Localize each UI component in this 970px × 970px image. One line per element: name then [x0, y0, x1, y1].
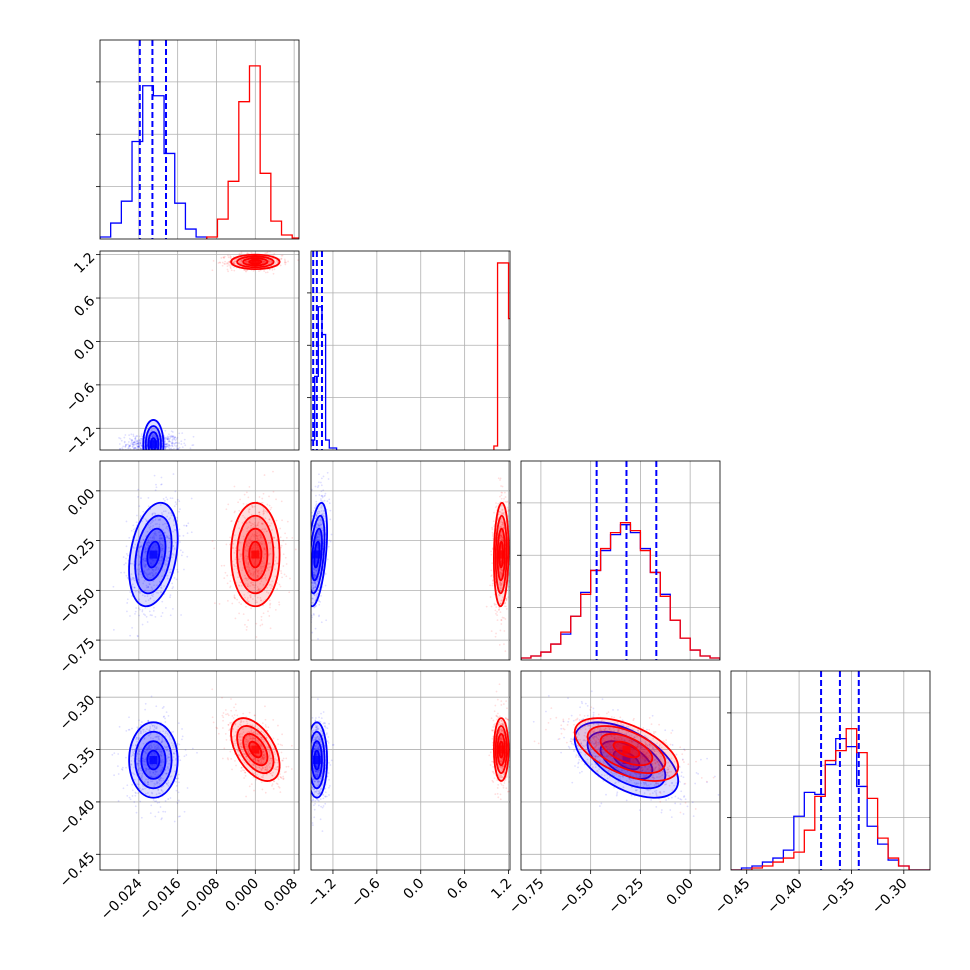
- x-tick-label: 0.6: [444, 875, 471, 902]
- panel-frame: [520, 460, 721, 661]
- x-tick-label: −0.30: [869, 876, 911, 918]
- density-peak-series-0: [622, 756, 631, 765]
- y-tick-label: 1.2: [71, 250, 98, 277]
- y-tick-label: −0.25: [57, 536, 99, 578]
- density-peak-series-0: [149, 440, 158, 449]
- panel-3-2: −0.75 −0.50 −0.25 0.00: [506, 670, 721, 918]
- density-peak-series-1: [497, 745, 506, 754]
- density-peak-series-1: [622, 745, 631, 754]
- density-peak-series-0: [312, 756, 321, 765]
- x-tick-label: −0.50: [556, 876, 598, 918]
- y-tick-label: −0.6: [63, 380, 98, 415]
- panel-frame: [99, 250, 300, 451]
- x-tick-label: −0.35: [817, 876, 859, 918]
- density-peak-series-1: [497, 550, 506, 559]
- panel-frame: [730, 670, 931, 871]
- y-tick-label: −0.40: [57, 797, 99, 839]
- panel-0-0: [96, 39, 300, 240]
- x-tick-label: −0.016: [137, 875, 185, 923]
- panel-1-1: [307, 250, 511, 451]
- y-tick-label: 0.00: [65, 486, 98, 519]
- panel-frame: [99, 39, 300, 240]
- panel-frame: [310, 670, 511, 871]
- x-tick-label: −0.008: [175, 876, 223, 924]
- x-tick-label: −1.2: [304, 876, 339, 911]
- panel-3-1: −1.2 −0.6 0.0 0.6 1.2: [304, 670, 515, 911]
- histogram-series-1: [493, 262, 510, 450]
- panel-frame: [310, 460, 511, 661]
- x-tick-label: −0.45: [712, 876, 754, 918]
- panel-2-1: [310, 460, 511, 661]
- x-tick-label: −0.75: [506, 876, 548, 918]
- histogram-series-1: [731, 728, 930, 870]
- panel-1-0: −1.2 −0.6 0.0 0.6 1.2: [63, 250, 300, 459]
- x-tick-label: −0.25: [606, 876, 648, 918]
- y-tick-label: −0.35: [57, 745, 99, 787]
- panel-frame: [99, 460, 300, 661]
- density-peak-series-1: [251, 550, 260, 559]
- panel-frame: [520, 670, 721, 871]
- y-tick-label: −0.75: [57, 635, 99, 677]
- x-tick-label: 0.0: [401, 876, 428, 903]
- panel-frame: [99, 670, 300, 871]
- histogram-series-1: [521, 522, 720, 660]
- histogram-series-0: [311, 306, 338, 450]
- y-tick-label: −0.50: [57, 585, 99, 627]
- x-tick-label: 0.008: [261, 876, 301, 916]
- x-tick-label: 0.000: [222, 876, 262, 916]
- x-tick-label: −0.40: [764, 876, 806, 918]
- density-peak-series-0: [312, 550, 321, 559]
- panel-3-3: −0.45 −0.40 −0.35 −0.30: [712, 670, 931, 918]
- density-peak-series-0: [149, 550, 158, 559]
- y-tick-label: −0.45: [57, 849, 99, 891]
- x-tick-label: 1.2: [488, 876, 515, 903]
- x-tick-label: −0.024: [98, 875, 146, 923]
- histogram-series-1: [206, 65, 299, 239]
- panel-frame: [310, 250, 511, 451]
- panel-3-0: −0.45−0.40−0.35−0.30−0.024−0.016−0.008 0.…: [57, 670, 301, 924]
- density-peak-series-1: [251, 257, 260, 266]
- panel-2-2: [517, 460, 721, 661]
- x-tick-label: −0.6: [348, 875, 383, 910]
- y-tick-label: −1.2: [63, 423, 98, 458]
- density-peak-series-1: [251, 745, 260, 754]
- panel-2-0: −0.75 −0.50 −0.25 0.00: [57, 460, 300, 677]
- density-peak-series-0: [149, 756, 158, 765]
- y-tick-label: −0.30: [57, 692, 99, 734]
- x-tick-label: 0.00: [664, 876, 697, 909]
- y-tick-label: 0.6: [71, 293, 98, 320]
- y-tick-label: 0.0: [71, 337, 98, 364]
- histogram-series-0: [731, 738, 930, 870]
